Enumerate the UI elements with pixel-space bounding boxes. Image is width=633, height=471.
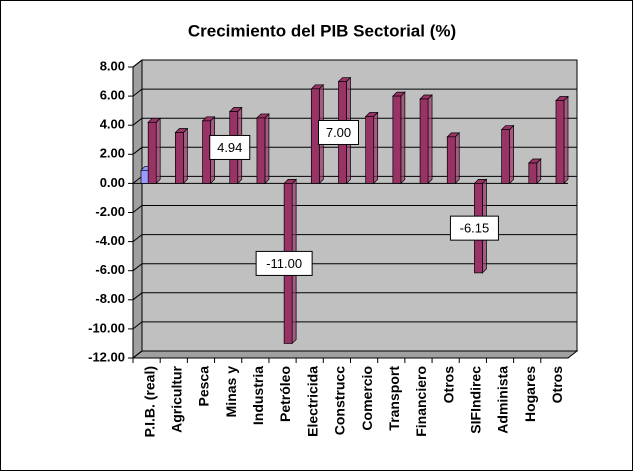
bar [419, 98, 429, 184]
x-tick-label: Electricida [304, 366, 320, 437]
x-tick-label: Transport [386, 366, 402, 431]
y-tick-label: -10.00 [88, 320, 125, 335]
x-label-group: Minas y [223, 366, 239, 418]
x-label-group: Otros [549, 366, 565, 404]
x-tick-label: Administa [495, 366, 511, 434]
grid-line [132, 205, 577, 213]
y-tick-label: -12.00 [88, 349, 125, 364]
y-tick-label: -4.00 [95, 233, 125, 248]
bar-side [400, 91, 406, 185]
x-tick-label: Construcc [332, 366, 348, 435]
x-tick-label: Otros [549, 366, 565, 404]
y-tick-label: -6.00 [95, 262, 125, 277]
x-label-group: P.I.B. (real) [141, 366, 157, 437]
data-label: 7.00 [326, 125, 351, 140]
x-tick-label: Agricultur [168, 365, 184, 432]
bar-side [183, 127, 188, 185]
bar [528, 162, 538, 184]
x-label-group: Construcc [332, 366, 348, 435]
x-label-group: Administa [495, 366, 511, 434]
bar-side [563, 95, 569, 185]
grid-line [132, 321, 577, 330]
data-label: -6.15 [460, 221, 490, 236]
y-tick-label: -8.00 [95, 291, 125, 306]
x-tick-label: Minas y [223, 366, 239, 418]
y-tick-label: 0.00 [100, 175, 125, 190]
x-label-group: Electricida [304, 366, 320, 437]
bar [140, 169, 150, 184]
y-tick-label: 4.00 [100, 117, 125, 132]
x-tick-label: Financiero [413, 366, 429, 437]
x-label-group: Agricultur [168, 365, 184, 432]
grid-line [132, 59, 577, 68]
x-tick-label: Pesca [196, 366, 212, 407]
data-label-box [449, 215, 499, 241]
data-label-box [255, 250, 313, 276]
x-label-group: Pesca [196, 366, 212, 407]
grid-line [132, 263, 577, 272]
bar-side [264, 113, 270, 185]
bar-side [373, 111, 379, 185]
floor [131, 350, 579, 359]
bar [175, 132, 184, 184]
bar-side [155, 117, 161, 185]
y-tick-label: 6.00 [100, 88, 125, 103]
y-tick-label: 8.00 [100, 58, 125, 73]
grid-line [132, 88, 577, 97]
grid-line [132, 292, 577, 301]
bar [256, 117, 266, 184]
bar [365, 116, 375, 184]
bar [446, 136, 456, 184]
grid-line [132, 350, 577, 359]
x-label-group: Industria [250, 366, 266, 425]
bar-side [427, 94, 433, 185]
data-label: -11.00 [266, 256, 302, 271]
x-label-group: SIFIndirec [468, 366, 484, 434]
bar-side [454, 131, 460, 185]
bar [501, 129, 510, 184]
x-tick-label: Petróleo [277, 366, 293, 422]
y-tick-label: -2.00 [95, 204, 125, 219]
x-label-group: Otros [440, 366, 456, 404]
x-tick-label: Industria [250, 366, 266, 425]
x-label-group: Hogares [522, 366, 538, 422]
bar [555, 100, 565, 184]
bar-side [509, 124, 514, 185]
x-tick-label: P.I.B. (real) [141, 366, 157, 437]
x-tick-label: SIFIndirec [468, 366, 484, 434]
data-label-box [209, 134, 251, 160]
bar [147, 121, 157, 184]
y-tick-label: 2.00 [100, 146, 125, 161]
data-label-box [318, 119, 359, 145]
chart-title: Crecimiento del PIB Sectorial (%) [188, 21, 456, 40]
x-tick-label: Hogares [522, 366, 538, 422]
x-label-group: Comercio [359, 366, 375, 431]
data-label: 4.94 [217, 140, 242, 155]
x-tick-label: Otros [440, 366, 456, 404]
x-label-group: Financiero [413, 366, 429, 437]
x-label-group: Transport [386, 366, 402, 431]
grid-line [132, 234, 577, 242]
x-tick-label: Comercio [359, 366, 375, 431]
bar [392, 95, 402, 184]
x-label-group: Petróleo [277, 366, 293, 422]
